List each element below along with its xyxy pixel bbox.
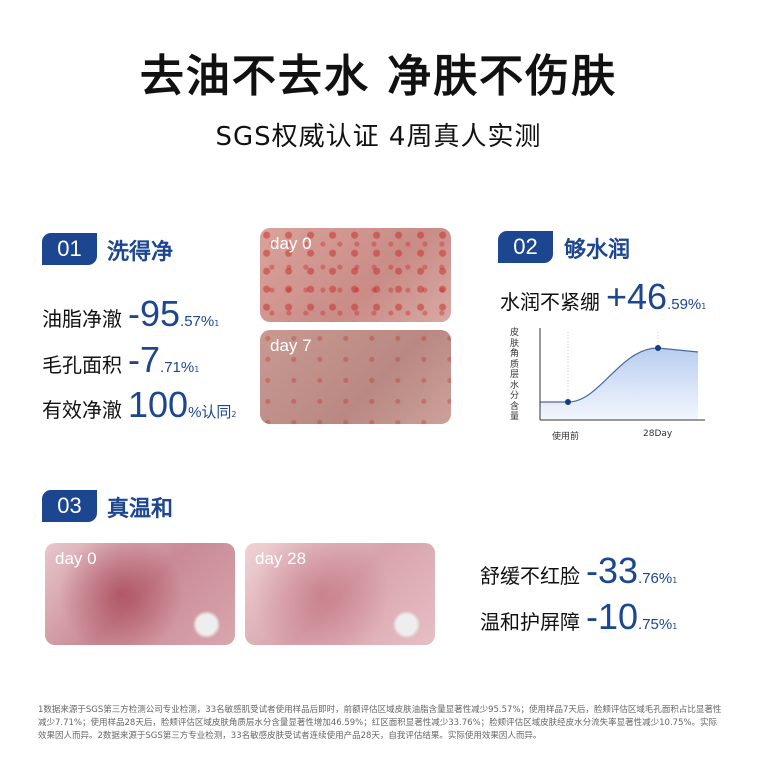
stat-label: 有效净澈 [42,398,122,422]
stat-decimal: .76% [638,570,673,587]
stat-label: 油脂净澈 [42,307,122,331]
data-point [655,345,661,351]
section-title: 够水润 [564,238,631,263]
footnote-ref: 1 [194,365,200,374]
stat-row: 温和护屏障 -10.75% 1 [480,596,677,638]
stat-label: 毛孔面积 [42,353,122,377]
stat-decimal: .75% [638,616,673,633]
stat-value: 10 [598,596,639,637]
footnote-ref: 1 [701,302,707,311]
area-fill [540,348,698,420]
image-label: day 0 [55,549,97,568]
face-redness-image: day 0 [45,543,235,645]
footnote-ref: 1 [214,319,220,328]
stat-value: 46 [627,276,668,317]
stat-label: 温和护屏障 [480,610,580,634]
section-number-badge: 01 [42,233,97,265]
footnote-text: 1数据来源于SGS第三方检测公司专业检测，33名敏感肌受试者使用样品后即时，前额… [38,705,722,741]
stat-label: 水润不紧绷 [500,290,600,314]
skin-closeup-image: day 7 [260,330,451,424]
footnote-ref: 1 [672,622,678,631]
stat-decimal: .59% [667,296,702,313]
stat-row: 有效净澈 100 %认同 2 [42,384,237,426]
footnote-ref: 1 [672,576,678,585]
stat-sign: - [586,596,598,637]
page-subtitle: SGS权威认证 4周真人实测 [215,122,542,152]
stat-decimal: .57% [180,313,215,330]
chart-y-label: 皮肤角质层水分含量 [510,328,520,422]
page-title: 去油不去水 净肤不伤肤 [139,51,618,102]
section-title: 真温和 [107,497,174,522]
stat-sign: - [128,293,140,334]
image-label: day 7 [270,336,312,355]
section-title: 洗得净 [107,240,174,265]
stat-sign: + [606,276,628,317]
section-number-badge: 02 [498,231,553,263]
stat-sign: - [128,339,140,380]
x-tick-label: 使用前 [552,432,580,442]
data-point [565,399,571,405]
stat-value: 100 [128,384,189,425]
footnote-ref: 2 [231,410,237,419]
face-redness-image: day 28 [245,543,435,645]
stat-decimal: .71% [160,359,195,376]
x-tick-label: 28Day [643,429,673,439]
stat-row: 油脂净澈 -95.57% 1 [42,293,219,335]
stat-sign: - [586,550,598,591]
skin-closeup-image: day 0 [260,228,451,322]
stat-value: 7 [140,339,161,380]
moisture-chart [539,328,705,421]
stat-decimal: %认同 [188,404,232,421]
stat-row: 毛孔面积 -7.71% 1 [42,339,199,381]
stat-value: 33 [598,550,639,591]
image-label: day 28 [255,549,307,568]
stat-label: 舒缓不红脸 [480,564,580,588]
image-label: day 0 [270,234,312,253]
stat-row: 舒缓不红脸 -33.76% 1 [480,550,677,592]
trend-line [540,347,699,403]
section-number-badge: 03 [42,490,97,522]
stat-row: 水润不紧绷 +46.59% 1 [500,276,706,318]
stat-value: 95 [140,293,181,334]
